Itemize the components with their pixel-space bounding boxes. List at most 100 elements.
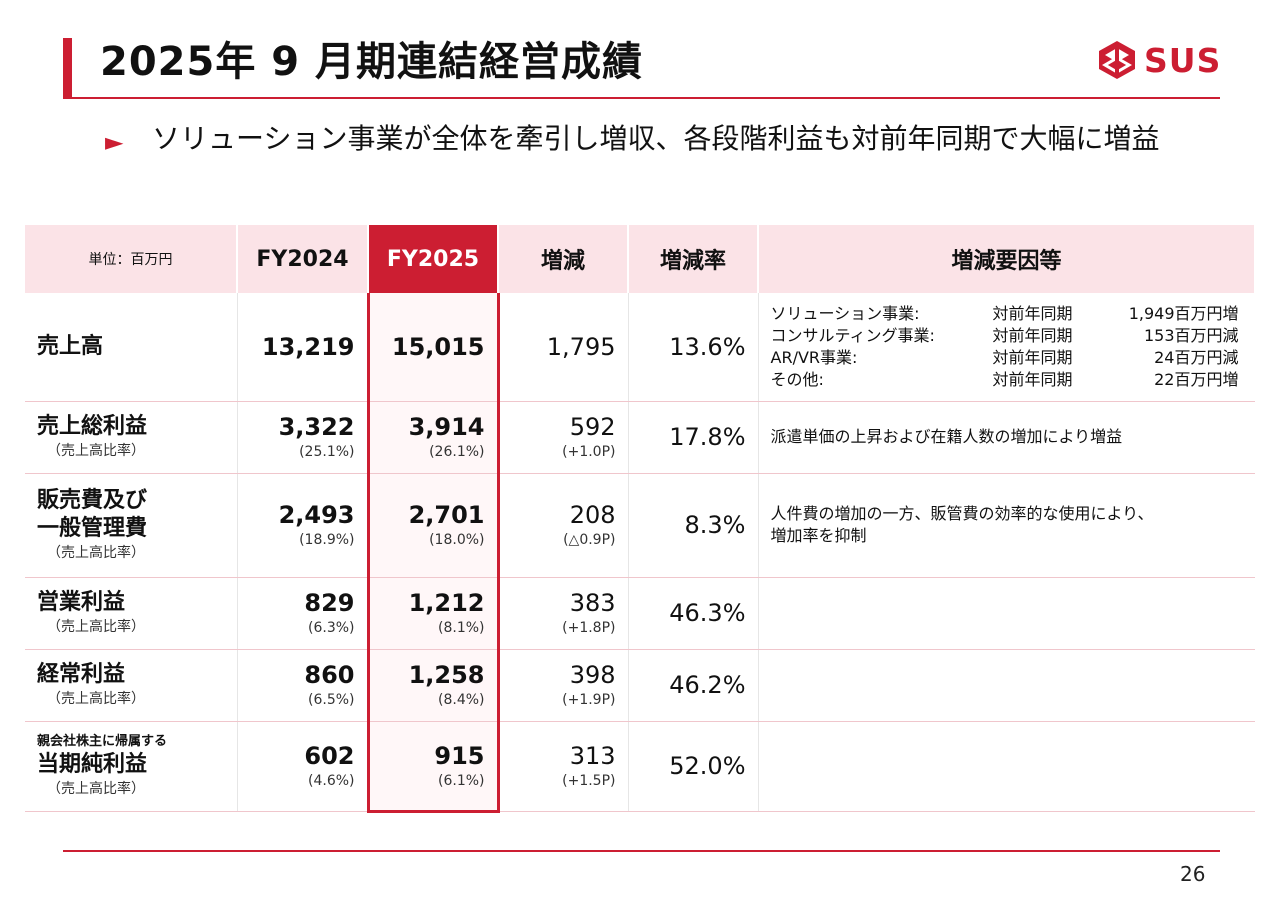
table-row: 親会社株主に帰属する 当期純利益 （売上高比率） 602 (4.6%) 915 (6.1%)…	[25, 721, 1255, 813]
factors-cell: 人件費の増加の一方、販管費の効率的な使用により、 増加率を抑制	[757, 473, 1255, 578]
fy2025-cell-value: 1,258	[408, 661, 485, 689]
fy2025-cell: 3,914 (26.1%)	[366, 401, 500, 474]
page-number: 26	[1180, 862, 1206, 886]
fy2025-cell-ratio: (18.0%)	[429, 532, 485, 548]
fy2024-cell-value: 860	[304, 661, 355, 689]
factor-segment: AR/VR事業:	[770, 347, 858, 367]
row-label-sub: （売上高比率）	[47, 443, 145, 459]
table-row: 売上高 13,219 15,015 1,795 13.6% ソリューション事業: 対前年同期…	[25, 293, 1255, 402]
header-change: 増減	[498, 225, 629, 293]
fy2024-cell: 2,493 (18.9%)	[236, 473, 368, 578]
change-cell: 1,795	[497, 293, 628, 402]
rate-cell-value: 46.3%	[669, 599, 746, 627]
rate-cell-value: 17.8%	[669, 423, 746, 451]
results-table: 単位：百万円 FY2024 FY2025 増減 増減率 増減要因等 売上高 13,…	[25, 225, 1256, 813]
table-header-row: 単位：百万円 FY2024 FY2025 増減 増減率 増減要因等	[25, 225, 1256, 293]
page-title: 2025年 9 月期連結経営成績	[100, 39, 644, 85]
change-cell-value: 1,795	[546, 332, 616, 361]
change-cell-value: 208	[569, 501, 616, 529]
change-cell: 208 (△0.9P)	[497, 473, 628, 578]
rate-cell-value: 52.0%	[669, 752, 746, 780]
title-divider	[63, 97, 1220, 99]
bullet-icon: ►	[105, 128, 124, 156]
rate-cell-value: 8.3%	[684, 511, 746, 539]
fy2024-cell-ratio: (18.9%)	[299, 532, 355, 548]
factor-row: その他: 対前年同期 22百万円増	[771, 369, 1246, 391]
rate-cell: 46.3%	[627, 577, 758, 650]
footer-divider	[63, 850, 1220, 852]
header-fy2025: FY2025	[368, 225, 499, 293]
factor-text: 派遣単価の上昇および在籍人数の増加により増益	[770, 427, 1123, 446]
change-cell-ratio: (+1.0P)	[562, 444, 616, 460]
factors-cell: 派遣単価の上昇および在籍人数の増加により増益	[757, 401, 1255, 474]
header-change-rate: 増減率	[628, 225, 759, 293]
factors-cell	[757, 721, 1255, 812]
rate-cell: 52.0%	[627, 721, 758, 812]
factor-text: 人件費の増加の一方、販管費の効率的な使用により、 増加率を抑制	[770, 504, 1154, 545]
factor-period: 対前年同期	[992, 303, 1073, 323]
header-unit: 単位：百万円	[25, 225, 238, 293]
row-label: 営業利益	[37, 590, 126, 615]
table-row: 経常利益 （売上高比率） 860 (6.5%) 1,258 (8.4%) 398 (+1.9P…	[25, 649, 1255, 722]
rate-cell: 46.2%	[627, 649, 758, 722]
row-label-sub: （売上高比率）	[47, 619, 145, 635]
fy2024-cell-ratio: (4.6%)	[308, 773, 355, 789]
row-label-prefix: 親会社株主に帰属する	[37, 734, 168, 749]
change-cell-ratio: (+1.9P)	[562, 692, 616, 708]
factor-amount: 22百万円増	[1154, 369, 1239, 389]
fy2025-cell: 15,015	[366, 293, 500, 402]
factor-row: コンサルティング事業: 対前年同期 153百万円減	[771, 325, 1246, 347]
factor-amount: 1,949百万円増	[1128, 303, 1239, 323]
change-cell-value: 592	[569, 413, 616, 441]
fy2025-cell-ratio: (8.1%)	[438, 620, 485, 636]
fy2025-cell: 1,258 (8.4%)	[366, 649, 500, 722]
fy2025-cell-value: 1,212	[408, 589, 485, 617]
row-label: 経常利益	[37, 662, 126, 687]
row-label: 当期純利益	[37, 752, 148, 777]
fy2024-cell-value: 2,493	[278, 501, 355, 529]
change-cell-value: 383	[569, 589, 616, 617]
sus-logo-icon	[1099, 41, 1135, 79]
fy2025-cell-ratio: (8.4%)	[438, 692, 485, 708]
factor-segment: その他:	[770, 369, 824, 389]
table-row: 販売費及び 一般管理費 （売上高比率） 2,493 (18.9%) 2,701 (18.0…	[25, 473, 1255, 578]
fy2025-cell-value: 3,914	[408, 413, 485, 441]
row-label: 売上総利益	[37, 414, 148, 439]
logo-text: SUS	[1144, 40, 1222, 80]
fy2024-cell-value: 602	[304, 742, 355, 770]
row-label-cell: 親会社株主に帰属する当期純利益 （売上高比率）	[25, 721, 237, 812]
row-label-cell: 営業利益 （売上高比率）	[25, 577, 237, 650]
row-label-sub: （売上高比率）	[47, 545, 145, 561]
factors-cell	[757, 649, 1255, 722]
factor-row: AR/VR事業: 対前年同期 24百万円減	[771, 347, 1246, 369]
row-label-cell: 売上高	[25, 293, 237, 402]
company-logo: SUS	[1096, 38, 1221, 82]
factor-amount: 24百万円減	[1154, 347, 1239, 367]
fy2024-cell-ratio: (6.5%)	[308, 692, 355, 708]
rate-cell-value: 13.6%	[669, 332, 746, 361]
header-factors: 増減要因等	[758, 225, 1256, 293]
rate-cell: 17.8%	[627, 401, 758, 474]
fy2024-cell-value: 829	[304, 589, 355, 617]
table-row: 営業利益 （売上高比率） 829 (6.3%) 1,212 (8.1%) 383 (+1.8P…	[25, 577, 1255, 650]
factors-cell	[757, 577, 1255, 650]
row-label-sub: （売上高比率）	[47, 781, 145, 797]
row-label-cell: 販売費及び 一般管理費 （売上高比率）	[25, 473, 237, 578]
rate-cell-value: 46.2%	[669, 671, 746, 699]
fy2025-cell-value: 2,701	[408, 501, 485, 529]
header-fy2024: FY2024	[237, 225, 369, 293]
factor-segment: ソリューション事業:	[770, 303, 920, 323]
factor-segment: コンサルティング事業:	[770, 325, 935, 345]
fy2025-cell-ratio: (26.1%)	[429, 444, 485, 460]
change-cell-value: 313	[569, 742, 616, 770]
factor-row: ソリューション事業: 対前年同期 1,949百万円増	[771, 303, 1246, 325]
change-cell: 592 (+1.0P)	[497, 401, 628, 474]
fy2024-cell-value: 3,322	[278, 413, 355, 441]
change-cell: 313 (+1.5P)	[497, 721, 628, 812]
change-cell-ratio: (△0.9P)	[563, 532, 616, 548]
change-cell-ratio: (+1.8P)	[562, 620, 616, 636]
row-label-cell: 経常利益 （売上高比率）	[25, 649, 237, 722]
summary-text: ソリューション事業が全体を牽引し増収、各段階利益も対前年同期で大幅に増益	[152, 122, 1160, 155]
fy2024-cell-ratio: (6.3%)	[308, 620, 355, 636]
factor-period: 対前年同期	[992, 347, 1073, 367]
